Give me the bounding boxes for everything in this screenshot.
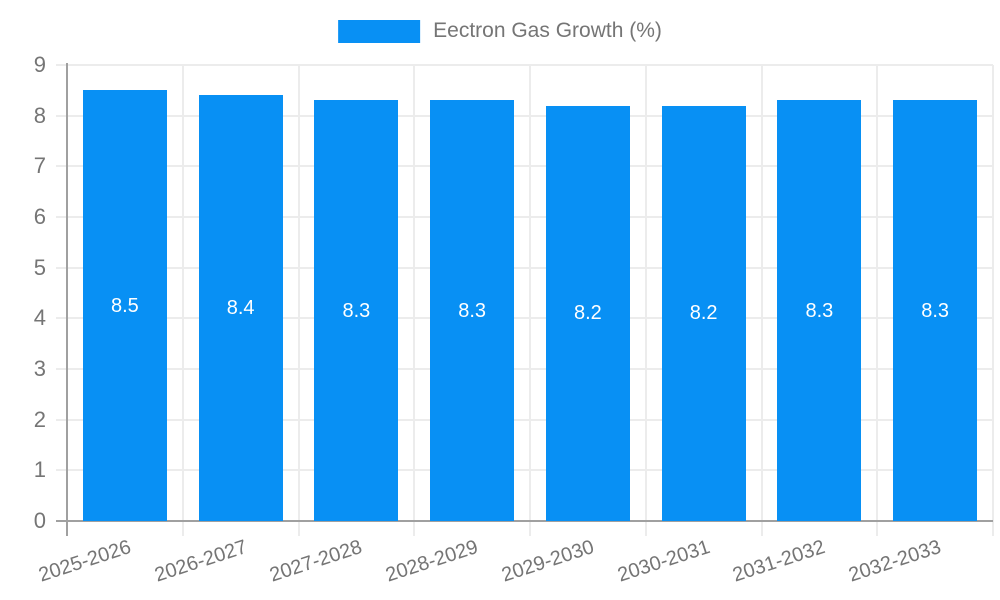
gridline-horizontal [56, 216, 993, 218]
gridline-horizontal [56, 469, 993, 472]
bar-value-label: 8.3 [805, 299, 834, 322]
bar-value-label: 8.3 [342, 299, 371, 322]
bar[interactable] [545, 105, 630, 521]
gridline-horizontal [56, 317, 993, 320]
y-axis-tick-label: 1 [33, 457, 46, 483]
bar-value-label: 8.2 [689, 302, 718, 325]
bar[interactable] [777, 100, 862, 521]
y-axis-tick-label: 0 [33, 508, 46, 533]
bar-value-label: 8.3 [921, 299, 950, 322]
gridline-horizontal [56, 114, 993, 117]
gridline-horizontal [56, 418, 993, 421]
bar-value-label: 8.2 [573, 302, 602, 325]
bar-value-label: 8.5 [110, 294, 139, 317]
gridline-vertical [876, 65, 879, 536]
gridline-horizontal [56, 266, 993, 269]
y-axis-tick-label: 2 [33, 406, 46, 432]
gridline-vertical [529, 65, 531, 536]
legend-item[interactable]: Eectron Gas Growth (%) [338, 19, 662, 43]
bar-value-label: 8.4 [226, 297, 255, 320]
gridline-horizontal [56, 165, 993, 168]
legend-swatch [338, 19, 421, 43]
bar[interactable] [661, 105, 746, 521]
gridline-vertical [760, 65, 763, 536]
y-axis-line [66, 63, 68, 536]
y-axis-tick-label: 4 [33, 305, 46, 331]
gridline-horizontal [56, 368, 993, 370]
bar[interactable] [893, 100, 978, 521]
y-axis-tick-label: 3 [33, 356, 46, 381]
gridline-vertical [413, 65, 416, 536]
y-axis-tick-label: 5 [33, 254, 46, 280]
x-axis-baseline [56, 520, 993, 522]
bar[interactable] [198, 95, 283, 521]
gridline-vertical [297, 65, 300, 536]
gridline-vertical [181, 65, 184, 536]
legend-label: Eectron Gas Growth (%) [433, 19, 662, 42]
bar[interactable] [430, 100, 515, 521]
gridline-vertical [644, 65, 647, 536]
bar[interactable] [314, 100, 399, 521]
y-axis-tick-label: 9 [33, 52, 46, 77]
gridline-vertical [992, 65, 994, 536]
bar-value-label: 8.3 [458, 299, 487, 322]
y-axis-tick-label: 7 [33, 153, 46, 179]
y-axis-tick-label: 8 [33, 102, 46, 128]
bar[interactable] [82, 90, 167, 521]
y-axis-tick-label: 6 [33, 204, 46, 229]
gridline-horizontal [56, 64, 993, 66]
